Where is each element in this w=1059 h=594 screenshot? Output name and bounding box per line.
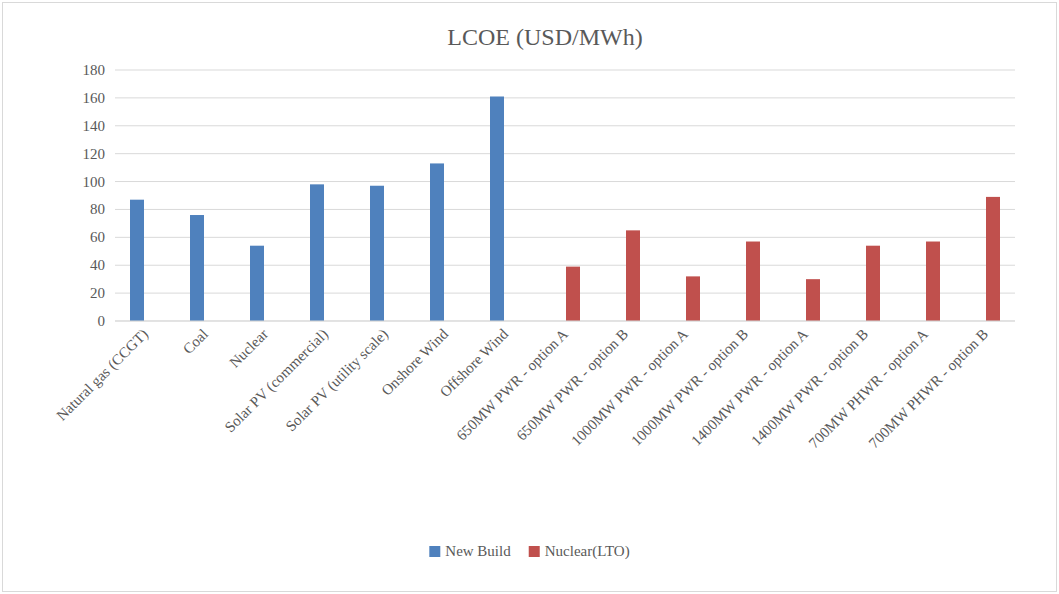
legend-swatch	[529, 546, 540, 557]
x-tick-label: 700MW PHWR - option B	[866, 326, 991, 451]
grid-line	[115, 97, 1015, 98]
y-tick-label: 100	[83, 174, 106, 190]
chart-svg: LCOE (USD/MWh) 0 20 40 60 80 100 120 140 160 180 Na…	[0, 0, 1059, 594]
x-tick-label: 1400MW PWR - option B	[748, 326, 871, 449]
x-tick-label: 1400MW PWR - option A	[688, 326, 811, 449]
x-tick-label: Natural gas (CCGT)	[53, 326, 152, 425]
bar	[490, 96, 504, 321]
bar	[310, 184, 324, 321]
x-axis	[115, 321, 1015, 322]
bar	[626, 230, 640, 321]
legend: New Build Nuclear(LTO)	[429, 543, 629, 560]
y-tick-label: 20	[90, 285, 105, 301]
legend-label: Nuclear(LTO)	[545, 543, 630, 560]
x-tick-label: Solar PV (commercial)	[222, 326, 332, 436]
x-tick-label: 650MW PWR - option B	[513, 326, 631, 444]
bar	[746, 242, 760, 321]
bar	[370, 186, 384, 321]
bar	[430, 163, 444, 321]
grid-line	[115, 321, 1015, 322]
x-tick-label: 650MW PWR - option A	[453, 326, 571, 444]
y-tick-label: 80	[90, 201, 105, 217]
x-tick-label: Coal	[180, 326, 211, 357]
y-tick-label: 180	[83, 62, 106, 78]
y-tick-label: 140	[83, 118, 106, 134]
bar	[190, 215, 204, 321]
grid-line	[115, 237, 1015, 238]
bar	[986, 197, 1000, 321]
grid-line	[115, 153, 1015, 154]
bar	[926, 242, 940, 321]
grid-line	[115, 70, 1015, 71]
chart-container: LCOE (USD/MWh) 0 20 40 60 80 100 120 140 160 180 Na…	[0, 0, 1059, 594]
bars	[130, 96, 1000, 321]
y-tick-label: 40	[90, 257, 105, 273]
grid-line	[115, 181, 1015, 182]
y-tick-label: 160	[83, 90, 106, 106]
x-tick-label: 700MW PHWR - option A	[806, 326, 932, 452]
legend-label: New Build	[445, 543, 511, 559]
grid-line	[115, 125, 1015, 126]
x-tick-label: 1000MW PWR - option B	[628, 326, 751, 449]
chart-title: LCOE (USD/MWh)	[447, 24, 642, 50]
y-tick-label: 0	[98, 313, 106, 329]
x-tick-label: Solar PV (utility scale)	[282, 326, 391, 435]
chart-frame	[3, 3, 1057, 592]
bar	[250, 246, 264, 321]
bar	[806, 279, 820, 321]
bar	[130, 200, 144, 321]
legend-swatch	[429, 546, 440, 557]
y-tick-label: 60	[90, 229, 105, 245]
x-tick-label: Nuclear	[226, 326, 271, 371]
bar	[866, 246, 880, 321]
bar	[566, 267, 580, 321]
grid-line	[115, 209, 1015, 210]
bar	[686, 276, 700, 321]
y-tick-label: 120	[83, 146, 106, 162]
x-tick-label: 1000MW PWR - option A	[568, 326, 691, 449]
